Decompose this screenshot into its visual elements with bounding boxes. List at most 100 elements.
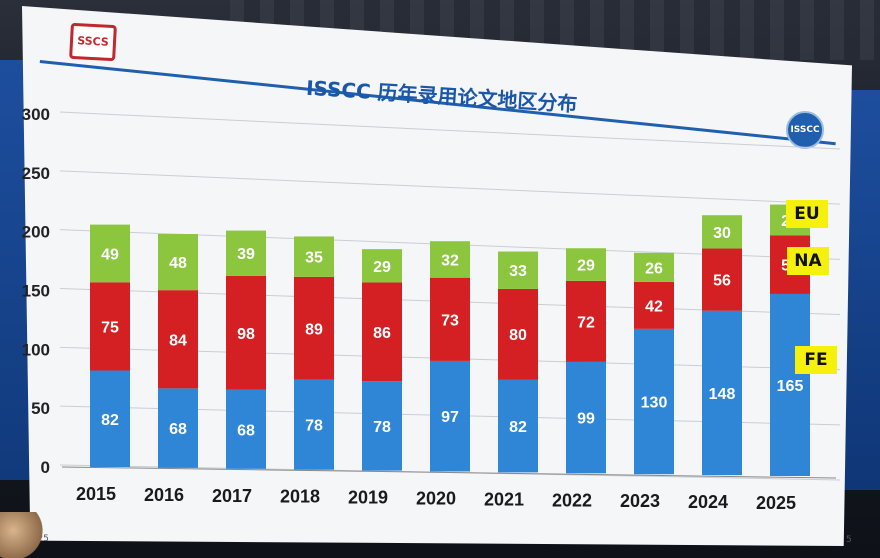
data-label: 75 — [101, 319, 119, 336]
data-label: 82 — [101, 412, 119, 429]
isscc-badge-icon: ISSCC — [786, 111, 824, 149]
bars: 82 75 49 68 84 48 68 98 39 78 89 35 78 86 29 97 73 32 82 80… — [90, 204, 810, 476]
legend-item-eu: EU — [786, 200, 828, 228]
data-label: 130 — [641, 395, 668, 412]
x-tick-label: 2025 — [756, 493, 796, 513]
bar-eu — [430, 241, 470, 278]
data-label: 35 — [305, 250, 323, 267]
data-label: 99 — [577, 411, 595, 428]
data-label: 86 — [373, 325, 391, 342]
bar-na — [158, 290, 198, 389]
data-label: 39 — [237, 246, 255, 263]
y-tick-label: 250 — [22, 164, 50, 183]
data-label: 68 — [237, 422, 255, 439]
data-label: 48 — [169, 255, 187, 272]
data-label: 29 — [577, 258, 595, 275]
data-label: 97 — [441, 409, 459, 426]
bar-na — [702, 248, 742, 311]
gridline — [59, 111, 841, 150]
data-label: 73 — [441, 312, 459, 329]
data-label: 33 — [509, 263, 527, 280]
y-tick-label: 50 — [31, 399, 50, 418]
x-tick-label: 2017 — [212, 486, 252, 506]
x-tick-label: 2024 — [688, 492, 728, 512]
data-label: 78 — [305, 418, 323, 435]
y-tick-label: 200 — [22, 223, 50, 242]
bar-eu — [702, 215, 742, 249]
bar-fe — [702, 310, 742, 476]
y-axis: 0 50 100 150 200 250 300 — [22, 105, 50, 477]
data-label: 42 — [645, 298, 663, 315]
data-label: 148 — [709, 386, 736, 403]
data-label: 82 — [509, 419, 527, 436]
legend-item-na: NA — [787, 247, 829, 275]
y-tick-label: 100 — [22, 340, 50, 359]
y-tick-label: 0 — [41, 458, 50, 477]
bar-na — [634, 281, 674, 329]
data-label: 72 — [577, 314, 595, 331]
data-label: 29 — [373, 259, 391, 276]
bar-stack-2020: 97 73 32 — [430, 241, 470, 472]
bar-stack-2025: 1655328 — [770, 204, 810, 476]
data-label: 84 — [169, 332, 187, 349]
bar-na — [294, 276, 334, 380]
data-label: 80 — [509, 327, 527, 344]
legend-item-fe: FE — [795, 346, 837, 374]
y-tick-label: 300 — [22, 105, 50, 124]
bar-fe — [362, 381, 402, 471]
bar-stack-2016: 68 84 48 — [158, 234, 198, 468]
bar-na — [566, 280, 606, 362]
data-label: 68 — [169, 421, 187, 438]
bar-eu — [634, 252, 674, 282]
bar-na — [498, 288, 538, 380]
bar-fe — [566, 361, 606, 474]
bar-fe — [294, 379, 334, 470]
bar-stack-2022: 99 72 29 — [566, 248, 606, 474]
bar-na — [226, 275, 266, 390]
data-label: 49 — [101, 246, 119, 263]
x-tick-label: 2016 — [144, 485, 184, 505]
x-axis: 2015 2016 2017 2018 2019 2020 2021 2022 2023 2024… — [76, 484, 796, 513]
bar-na — [362, 282, 402, 382]
bar-eu — [498, 251, 538, 289]
data-label: 32 — [441, 252, 459, 269]
bar-stack-2024: 148 56 30 — [702, 215, 742, 476]
data-label: 89 — [305, 321, 323, 338]
bar-stack-2015: 82 75 49 — [90, 224, 130, 467]
bar-stack-2021: 82 80 33 — [498, 251, 538, 473]
bar-fe — [634, 328, 674, 475]
bar-fe — [430, 360, 470, 472]
x-tick-label: 2020 — [416, 489, 456, 509]
data-label: 98 — [237, 326, 255, 343]
data-label: 165 — [777, 378, 804, 395]
gridline — [59, 170, 841, 205]
data-label: 26 — [645, 260, 663, 277]
x-tick-label: 2019 — [348, 488, 388, 508]
data-label: 56 — [713, 273, 731, 290]
x-tick-label: 2022 — [552, 490, 592, 510]
bar-stack-2019: 78 86 29 — [362, 249, 402, 471]
bar-fe — [498, 379, 538, 473]
x-tick-label: 2018 — [280, 487, 320, 507]
x-axis-line — [61, 466, 837, 479]
bar-eu — [566, 248, 606, 281]
bar-eu — [294, 236, 334, 277]
bar-stack-2023: 130 42 26 — [634, 252, 674, 475]
bar-fe — [90, 370, 130, 467]
bar-eu — [362, 249, 402, 283]
x-tick-label: 2023 — [620, 491, 660, 511]
data-label: 30 — [713, 225, 731, 242]
bar-stack-2018: 78 89 35 — [294, 236, 334, 470]
x-tick-label: 2021 — [484, 489, 524, 509]
bar-eu — [158, 234, 198, 291]
bar-fe — [158, 388, 198, 468]
y-tick-label: 150 — [22, 282, 50, 301]
bar-na — [90, 282, 130, 371]
x-tick-label: 2015 — [76, 484, 116, 504]
bar-eu — [90, 224, 130, 283]
data-label: 78 — [373, 419, 391, 436]
bar-eu — [226, 230, 266, 276]
bar-fe — [226, 389, 266, 469]
audience-head — [0, 512, 44, 558]
